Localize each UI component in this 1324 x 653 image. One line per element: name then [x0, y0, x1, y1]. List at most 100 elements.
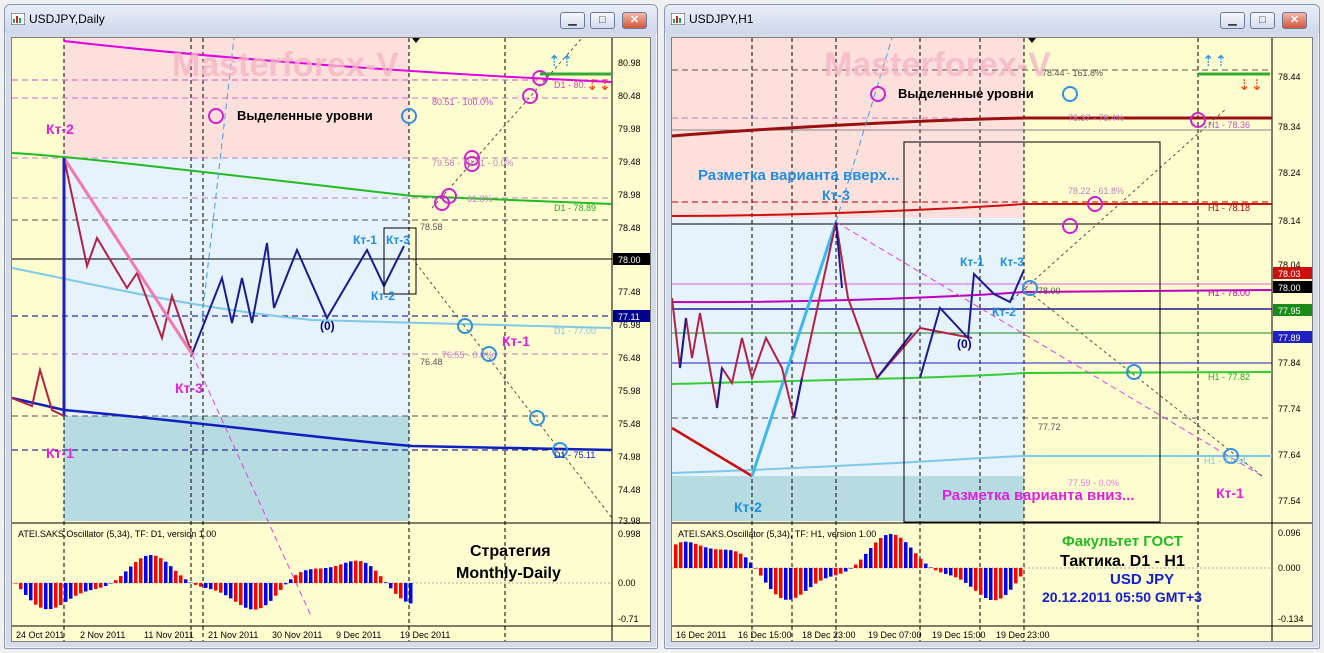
tactic-label: Тактика. D1 - H1 [1060, 553, 1185, 570]
oscillator-bar [319, 568, 323, 583]
oscillator-bar [269, 583, 273, 601]
oscillator-bar [149, 555, 153, 583]
oscillator-bar [764, 568, 768, 583]
oscillator-bar [939, 568, 943, 573]
oscillator-bar [874, 542, 878, 568]
oscillator-bar [159, 558, 163, 583]
oscillator-bar [69, 583, 73, 599]
oscillator-bar [949, 568, 953, 576]
oscillator-bar [909, 547, 913, 568]
oscillator-bar [714, 549, 718, 568]
title-bar[interactable]: USDJPY,H1 ▁ □ ✕ [665, 5, 1319, 33]
oscillator-bar [924, 563, 928, 568]
oscillator-bar [309, 569, 313, 583]
level-label: D1 - 78.89 [554, 203, 596, 213]
oscillator-bar [119, 576, 123, 583]
close-button[interactable]: ✕ [1282, 12, 1307, 29]
time-axis: 24 Oct 2011 2 Nov 2011 11 Nov 2011 21 No… [16, 630, 450, 640]
svg-text:77.84: 77.84 [1278, 358, 1301, 368]
svg-text:79.98: 79.98 [618, 124, 641, 134]
wave-label-kt1-projection: Кт-1 [502, 333, 530, 349]
chart-area[interactable]: ⇡⇡ ⇣⇣ Masterforex-V Выделенные уровни Ра… [671, 37, 1313, 642]
selected-levels-label: Выделенные уровни [237, 108, 373, 123]
wave-down [672, 221, 973, 419]
oscillator-bar [749, 562, 753, 568]
oscillator-bar [99, 583, 103, 588]
oscillator-bar [1014, 568, 1018, 584]
close-button[interactable]: ✕ [622, 12, 647, 29]
oscillator-bar [239, 583, 243, 606]
chart-window-daily[interactable]: USDJPY,Daily ▁ □ ✕ [4, 4, 658, 649]
oscillator-bar [734, 551, 738, 568]
svg-text:78.34: 78.34 [1278, 122, 1301, 132]
variant-up-label: Разметка варианта вверх... [698, 167, 899, 184]
minimize-button[interactable]: ▁ [560, 12, 585, 29]
oscillator-bar [729, 550, 733, 568]
oscillator-bar [724, 549, 728, 568]
level-label: 78.37 - 78.4% [1068, 113, 1124, 123]
maximize-button[interactable]: □ [590, 12, 615, 29]
oscillator-bar [114, 580, 118, 583]
wave-up [191, 242, 405, 355]
up-arrows-icon: ⇡⇡ [1202, 53, 1227, 70]
oscillator-bar [799, 568, 803, 595]
oscillator-bar [39, 583, 43, 608]
wave-label-kt3: Кт-3 [175, 380, 203, 396]
level-label: 61.8% [467, 194, 493, 204]
oscillator-bar [179, 575, 183, 583]
chart-window-h1[interactable]: USDJPY,H1 ▁ □ ✕ [664, 4, 1320, 649]
oscillator-bar [169, 566, 173, 583]
oscillator-bar [244, 583, 248, 608]
watermark: Masterforex-V [824, 46, 1051, 84]
maximize-button[interactable]: □ [1250, 12, 1275, 29]
oscillator-bar [349, 561, 353, 583]
wave-cyan [750, 221, 838, 477]
oscillator-bar [194, 583, 198, 585]
svg-text:79.48: 79.48 [618, 157, 641, 167]
oscillator-bar [384, 582, 388, 583]
down-arrows-icon: ⇣⇣ [586, 77, 611, 94]
oscillator-bar [849, 568, 853, 569]
oscillator-bar [254, 583, 258, 610]
oscillator-bar [374, 570, 378, 583]
wave-label-k1: Кт-1 [960, 255, 984, 269]
oscillator-bar [1019, 568, 1023, 577]
oscillator-axis: 0.998 0.00 -0.71 [618, 529, 641, 624]
svg-text:78.98: 78.98 [618, 190, 641, 200]
oscillator-bar [214, 583, 218, 591]
oscillator-bar [299, 572, 303, 583]
oscillator-bar [989, 568, 993, 600]
svg-text:-0.134: -0.134 [1278, 614, 1304, 624]
svg-text:9 Dec 2011: 9 Dec 2011 [336, 630, 381, 640]
oscillator-bar [404, 583, 408, 602]
oscillator-bar [689, 542, 693, 568]
oscillator-axis: 0.096 0.000 -0.134 [1278, 528, 1304, 624]
level-label: 78.00 [1038, 286, 1061, 296]
svg-text:0.000: 0.000 [1278, 563, 1301, 573]
oscillator-bar [94, 583, 98, 589]
svg-text:-0.71: -0.71 [618, 614, 639, 624]
oscillator-bar [784, 568, 788, 600]
oscillator-bar [864, 553, 868, 568]
ma-green [672, 371, 1273, 385]
oscillator-bar [904, 542, 908, 568]
price-axis: 80.98 80.48 79.98 79.48 78.98 78.48 77.4… [618, 58, 641, 526]
oscillator-bar [259, 583, 263, 609]
svg-text:19 Dec 23:00: 19 Dec 23:00 [996, 630, 1050, 640]
oscillator-bar [814, 568, 818, 584]
title-bar[interactable]: USDJPY,Daily ▁ □ ✕ [5, 5, 657, 33]
level-label: 78.22 - 61.8% [1068, 186, 1124, 196]
level-label: H1 - 78.00 [1208, 288, 1250, 298]
chart-area[interactable]: ⇡⇡ ⇣⇣ Masterforex-V Выделенные уровни Кт… [11, 37, 651, 642]
oscillator-title: ATEI.SAKS.Oscillator (5,34), TF: D1, ver… [18, 529, 216, 539]
oscillator-bar [394, 583, 398, 594]
price-chart[interactable]: ⇡⇡ ⇣⇣ Masterforex-V Выделенные уровни Ра… [672, 38, 1313, 642]
price-chart[interactable]: ⇡⇡ ⇣⇣ Masterforex-V Выделенные уровни Кт… [12, 38, 651, 642]
svg-text:75.98: 75.98 [618, 386, 641, 396]
trend-line-pink [62, 157, 194, 355]
time-grid [751, 38, 1199, 641]
svg-text:76.98: 76.98 [618, 320, 641, 330]
minimize-button[interactable]: ▁ [1220, 12, 1245, 29]
variant-down-label: Разметка варианта вниз... [942, 487, 1135, 504]
oscillator-bar [219, 583, 223, 593]
